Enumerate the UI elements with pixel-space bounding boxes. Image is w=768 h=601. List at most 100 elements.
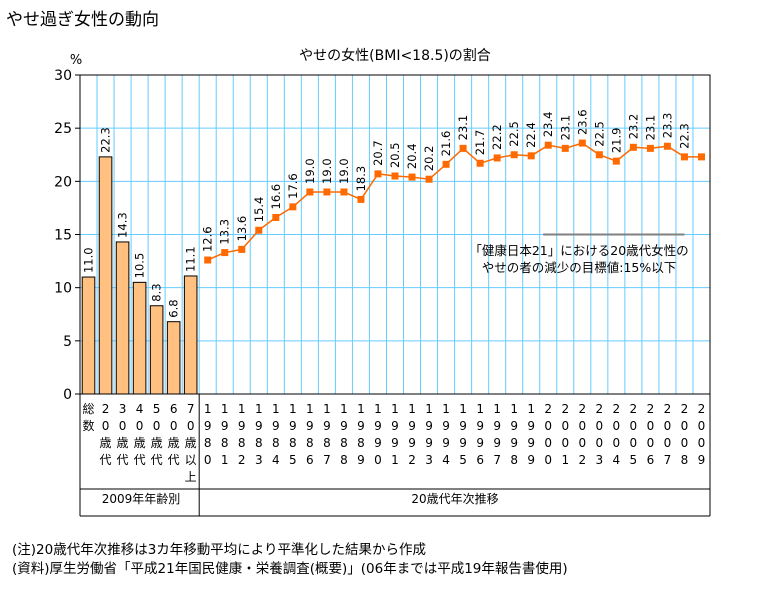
year-label: 5	[459, 453, 467, 467]
year-label: 9	[442, 419, 450, 433]
bar-category-label: 上	[185, 470, 197, 484]
bar	[115, 241, 130, 395]
line-value-label: 23.2	[626, 114, 640, 140]
year-label: 1	[289, 402, 297, 416]
year-label: 1	[357, 402, 365, 416]
bar	[166, 321, 181, 395]
year-label: 9	[425, 436, 433, 450]
year-label: 0	[698, 436, 706, 450]
line-marker	[595, 151, 603, 159]
bar-category-label: 歳	[134, 436, 146, 450]
year-label: 2	[698, 402, 706, 416]
y-unit-label: %	[70, 53, 82, 68]
year-label: 9	[272, 419, 280, 433]
bar-category-label: 歳	[100, 436, 112, 450]
year-label: 0	[630, 436, 638, 450]
year-label: 7	[664, 453, 672, 467]
year-label: 1	[204, 402, 212, 416]
year-label: 1	[459, 402, 467, 416]
year-label: 9	[289, 419, 297, 433]
year-label: 1	[391, 453, 399, 467]
line-value-label: 23.6	[575, 109, 589, 135]
line-marker	[629, 143, 637, 151]
y-tick-label: 25	[54, 121, 72, 137]
line-value-label: 20.7	[371, 140, 385, 166]
line-marker	[306, 188, 314, 196]
line-value-label: 19.0	[337, 158, 351, 184]
year-label: 1	[221, 402, 229, 416]
line-marker	[612, 157, 620, 165]
year-label: 6	[476, 453, 484, 467]
line-value-label: 20.2	[422, 146, 436, 172]
chart-title: やせの女性(BMI<18.5)の割合	[299, 47, 491, 64]
year-label: 9	[408, 419, 416, 433]
year-label: 8	[510, 453, 518, 467]
line-marker	[646, 144, 654, 152]
line-value-label: 22.4	[524, 122, 538, 148]
line-marker	[255, 226, 263, 234]
year-label: 2	[578, 402, 586, 416]
line-value-label: 15.4	[252, 197, 266, 223]
bar-category-label: 代	[168, 453, 180, 467]
year-label: 9	[238, 419, 246, 433]
year-label: 9	[527, 419, 535, 433]
bar	[81, 276, 96, 395]
year-label: 0	[664, 436, 672, 450]
year-label: 8	[357, 436, 365, 450]
bar-value-label: 11.0	[82, 247, 96, 273]
year-label: 2	[561, 402, 569, 416]
year-label: 9	[459, 436, 467, 450]
bar-category-label: 以	[185, 453, 197, 467]
line-value-label: 20.4	[405, 143, 419, 169]
line-marker	[204, 256, 212, 264]
year-label: 2	[596, 402, 604, 416]
y-tick-label: 5	[63, 334, 72, 350]
line-value-label: 16.6	[269, 184, 283, 210]
bar-group-label: 2009年年齢別	[102, 491, 181, 506]
year-label: 1	[323, 402, 331, 416]
bar-category-label: 5	[153, 402, 161, 416]
bar-category-label: 代	[134, 453, 146, 467]
bar-category-label: 0	[187, 419, 195, 433]
line-value-label: 18.3	[354, 166, 368, 192]
line-marker	[459, 144, 467, 152]
target-annotation: 「健康日本21」における20歳代女性の	[469, 243, 688, 258]
year-label: 9	[493, 419, 501, 433]
year-label: 1	[527, 402, 535, 416]
line-marker	[357, 195, 365, 203]
y-tick-label: 20	[54, 174, 72, 190]
year-label: 2	[664, 402, 672, 416]
plot-frame	[79, 74, 711, 395]
bar-category-label: 歳	[117, 436, 129, 450]
bar-category-label: 歳	[168, 436, 180, 450]
year-label: 2	[408, 453, 416, 467]
year-label: 9	[425, 419, 433, 433]
year-label: 0	[630, 419, 638, 433]
year-label: 1	[340, 402, 348, 416]
line-value-label: 21.7	[473, 130, 487, 156]
bar-value-label: 6.8	[167, 299, 181, 317]
line-value-label: 23.1	[643, 115, 657, 141]
line-group-label: 20歳代年次推移	[411, 492, 498, 506]
line-value-label: 17.6	[286, 173, 300, 199]
year-label: 1	[493, 402, 501, 416]
year-label: 2	[630, 402, 638, 416]
year-label: 8	[289, 436, 297, 450]
year-label: 1	[425, 402, 433, 416]
line-value-label: 23.1	[456, 115, 470, 141]
year-label: 0	[647, 436, 655, 450]
bar-value-label: 14.3	[116, 212, 130, 238]
year-label: 3	[425, 453, 433, 467]
year-label: 6	[647, 453, 655, 467]
bar-value-label: 22.3	[99, 127, 113, 153]
bar-category-label: 0	[136, 419, 144, 433]
year-label: 1	[255, 402, 263, 416]
year-label: 0	[374, 453, 382, 467]
year-label: 9	[698, 453, 706, 467]
line-value-label: 23.1	[558, 115, 572, 141]
bar-value-label: 10.5	[133, 253, 147, 279]
target-annotation: やせの者の減少の目標値:15%以下	[482, 260, 677, 275]
bar	[98, 156, 113, 395]
year-label: 5	[289, 453, 297, 467]
